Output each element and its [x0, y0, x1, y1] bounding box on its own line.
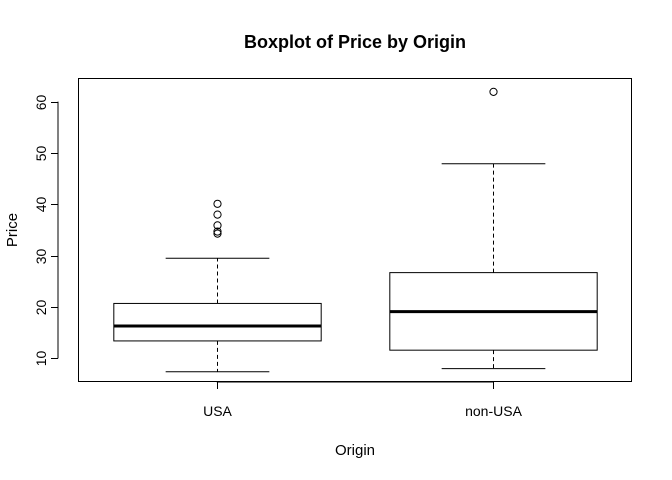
outlier-point [213, 199, 222, 208]
x-tick-label: USA [203, 403, 232, 419]
y-tick-label: 20 [33, 300, 49, 316]
y-axis-label: Price [4, 213, 21, 247]
x-axis: USA non-USA [203, 381, 523, 419]
outlier-point [213, 227, 222, 236]
outlier-point [213, 221, 222, 230]
y-axis: 10 20 30 40 50 60 [33, 95, 59, 367]
y-tick-label: 50 [33, 146, 49, 162]
chart-title: Boxplot of Price by Origin [244, 32, 466, 52]
outlier-point [489, 87, 498, 96]
box-group [113, 87, 598, 373]
y-tick-label: 30 [33, 249, 49, 265]
outlier-point [213, 229, 222, 238]
box [113, 302, 322, 342]
y-tick-label: 60 [33, 95, 49, 111]
x-axis-label: Origin [335, 442, 375, 459]
y-tick-label: 40 [33, 197, 49, 213]
y-tick-label: 10 [33, 351, 49, 367]
x-tick-label: non-USA [465, 403, 522, 419]
outlier-point [213, 210, 222, 219]
